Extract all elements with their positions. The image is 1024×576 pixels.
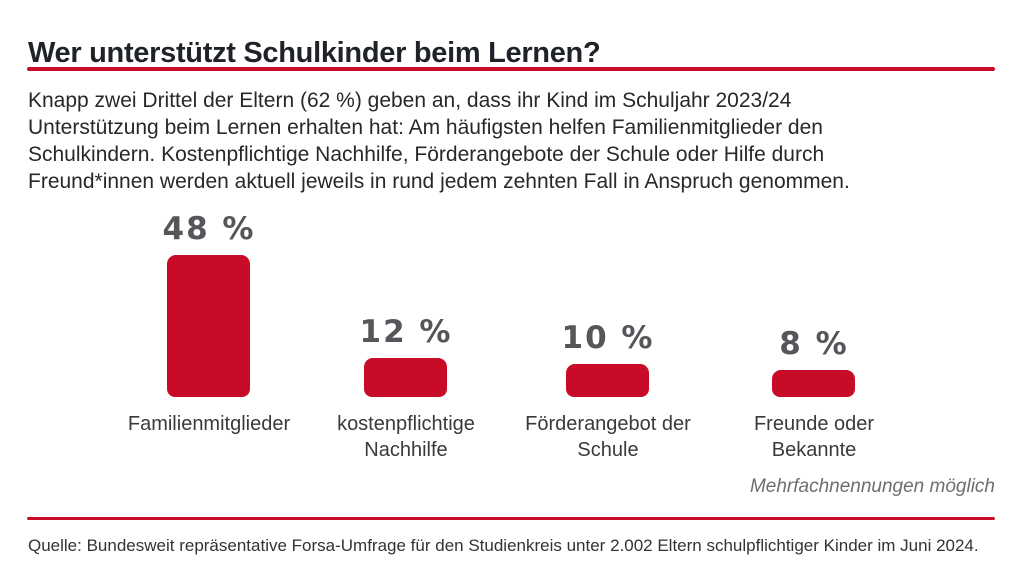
- intro-line: Unterstützung beim Lernen erhalten hat: …: [28, 116, 823, 139]
- bar-category-label-line: kostenpflichtige: [337, 413, 475, 435]
- bar-category-label: Familienmitglieder: [99, 411, 319, 437]
- top-divider-line: [27, 67, 995, 71]
- bar-category-label-line: Förderangebot der: [525, 413, 691, 435]
- bar-category-label: Förderangebot der Schule: [498, 411, 718, 463]
- intro-line: Freund*innen werden aktuell jeweils in r…: [28, 170, 850, 193]
- bar-category-label-line: Schule: [577, 439, 639, 461]
- bar-category-label: Freunde oder Bekannte: [704, 411, 924, 463]
- bar-category-label: kostenpflichtige Nachhilfe: [296, 411, 516, 463]
- bar: [566, 364, 649, 397]
- bar-value-label: 12 %: [359, 314, 453, 350]
- intro-text: Knapp zwei Drittel der Eltern (62 %) geb…: [28, 87, 850, 195]
- multiple-answers-note: Mehrfachnennungen möglich: [749, 476, 995, 497]
- bar-value-label: 48 %: [162, 211, 256, 247]
- bar-value-label: 10 %: [561, 320, 655, 356]
- bottom-divider-line: [27, 517, 995, 520]
- bar-category-label-line: Familienmitglieder: [127, 413, 291, 435]
- intro-line: Knapp zwei Drittel der Eltern (62 %) geb…: [28, 89, 792, 112]
- intro-line: Schulkindern. Kostenpflichtige Nachhilfe…: [28, 143, 825, 166]
- bar: [167, 255, 250, 397]
- bar-category-label-line: Freunde oder: [753, 413, 875, 435]
- bar: [772, 370, 855, 397]
- bar-category-label-line: Bekannte: [771, 439, 857, 461]
- bar-value-label: 8 %: [779, 326, 849, 362]
- bar-category-label-line: Nachhilfe: [364, 439, 448, 461]
- page-title: Wer unterstützt Schulkinder beim Lernen?: [28, 37, 601, 70]
- bar: [364, 358, 447, 397]
- source-text: Quelle: Bundesweit repräsentative Forsa-…: [28, 536, 979, 555]
